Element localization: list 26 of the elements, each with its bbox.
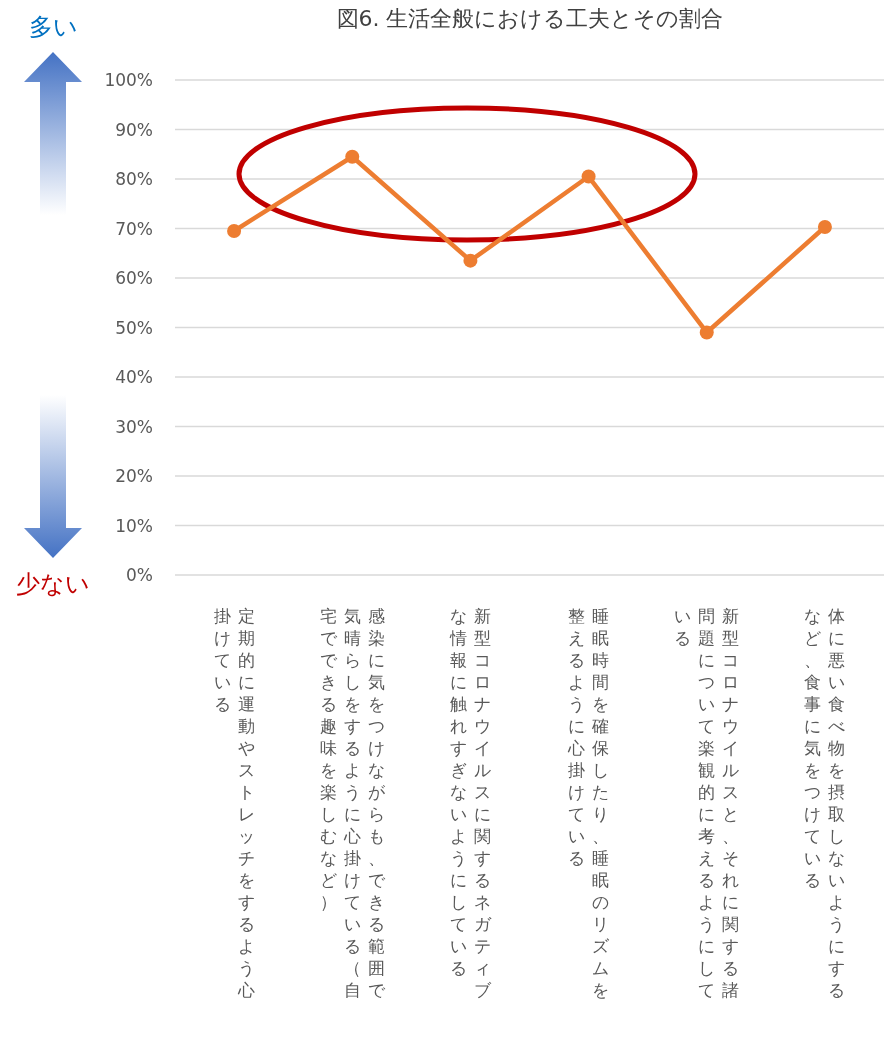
point: [581, 169, 596, 184]
point: [345, 149, 360, 164]
point: [817, 220, 832, 235]
y-tick-label: 80%: [115, 169, 153, 189]
y-tick-label: 50%: [115, 317, 153, 338]
y-tick-label: 40%: [115, 367, 153, 387]
point: [699, 325, 714, 340]
y-tick-label: 30%: [115, 416, 153, 437]
text: 多い: [28, 13, 78, 41]
y-tick-label: 20%: [115, 466, 153, 486]
category-label: 感染に気をつけながらも、できる範囲で気晴らしをするように心掛けている（自宅でできる趣味を楽しむなど）: [319, 606, 385, 1000]
y-tick-label: 10%: [115, 515, 153, 536]
y-tick-label: 70%: [115, 218, 153, 239]
chart-title: 図6. 生活全般における工夫とその割合: [336, 6, 724, 31]
category-label: 新型コロナウイルスに関するネガティブな情報に触れすぎないようにしている: [449, 606, 491, 1000]
y-tick-label: 60%: [115, 268, 153, 288]
text: 少ない: [16, 570, 90, 598]
category-label: 体に悪い食べ物を摂取しないようにするなど、食事に気をつけている: [804, 606, 846, 1000]
y-tick-label: 0%: [126, 565, 153, 585]
category-label: 睡眠時間を確保したり、睡眠のリズムを整えるように心掛けている: [568, 606, 610, 1000]
point: [227, 223, 242, 238]
point: [463, 253, 478, 268]
category-label: 定期的に運動やストレッチをするよう心掛けている: [213, 606, 255, 1000]
category-label: 新型コロナウイルスと、それに関する諸問題について楽観的に考えるようにしている: [674, 606, 740, 1000]
y-tick-label: 90%: [115, 119, 153, 140]
y-tick-label: 100%: [104, 70, 153, 90]
